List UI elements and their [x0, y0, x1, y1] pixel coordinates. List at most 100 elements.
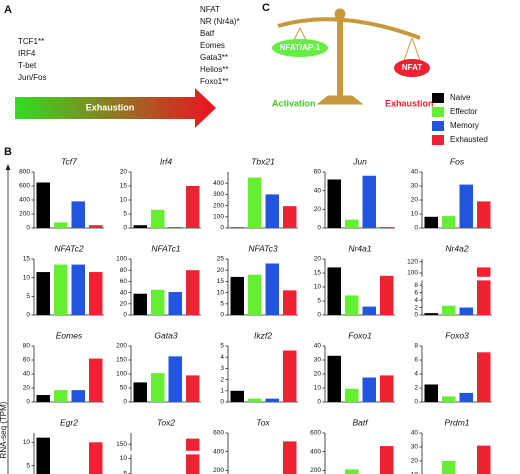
y-tick-label: 0 — [26, 399, 30, 406]
left-pan-label: NFAT/AP-1 — [280, 43, 321, 52]
chart-title: Batf — [352, 417, 369, 427]
y-tick-label: 150 — [116, 357, 127, 364]
y-tick-label: 2 — [414, 304, 418, 311]
chart-title: Egr2 — [60, 417, 78, 427]
y-tick-label: 0 — [123, 312, 127, 319]
bar — [362, 377, 376, 402]
right-pan-label: NFAT — [402, 63, 422, 72]
y-tick-label: 20 — [314, 206, 322, 213]
y-tick-label: 200 — [19, 211, 30, 218]
y-tick-label: 0 — [414, 312, 418, 319]
bar — [186, 438, 200, 474]
y-tick-label: 100 — [213, 214, 224, 221]
bar — [380, 227, 394, 228]
bar — [327, 355, 341, 402]
y-tick-label: 6 — [414, 357, 418, 364]
chart-title: Ikzf2 — [254, 330, 272, 340]
chart-title: Prdm1 — [444, 417, 469, 427]
bar — [186, 270, 200, 315]
y-tick-label: 30 — [411, 444, 419, 451]
legend-label: Exhausted — [450, 135, 488, 144]
y-tick-label: 400 — [213, 180, 224, 187]
bar — [345, 219, 359, 228]
y-tick-label: 4 — [414, 371, 418, 378]
legend-swatch — [432, 135, 444, 145]
bar — [186, 186, 200, 228]
y-tick-label: 40 — [411, 430, 419, 437]
y-tick-label: 100 — [116, 371, 127, 378]
y-tick-label: 50 — [120, 385, 128, 392]
bar — [36, 272, 50, 315]
gene-item: IRF4 — [18, 49, 36, 58]
bar — [248, 177, 262, 228]
y-tick-label: 20 — [217, 267, 225, 274]
y-tick-label: 80 — [120, 267, 128, 274]
gene-item: TCF1** — [18, 37, 44, 46]
gene-item: Gata3** — [200, 53, 228, 62]
y-tick-label: 1 — [220, 388, 224, 395]
y-tick-label: 10 — [314, 284, 322, 291]
bar — [283, 441, 297, 474]
bar — [265, 398, 279, 402]
bar — [380, 375, 394, 402]
y-tick-label: 400 — [19, 197, 30, 204]
bar — [442, 305, 456, 315]
y-tick-label: 5 — [26, 462, 30, 469]
bar — [477, 352, 491, 402]
bar — [424, 216, 438, 228]
chart-title: Nr4a1 — [348, 243, 371, 253]
y-tick-label: 40 — [120, 289, 128, 296]
y-tick-label: 10 — [23, 274, 31, 281]
y-tick-label: 0 — [220, 225, 224, 232]
legend-label: Memory — [450, 121, 479, 130]
gene-item: NR (Nr4a)* — [200, 17, 240, 26]
bar — [54, 390, 68, 402]
y-tick-label: 10 — [120, 197, 128, 204]
y-axis-label: RNA-seq (TPM) — [0, 401, 8, 458]
bar — [424, 313, 438, 315]
y-tick-label: 6 — [414, 289, 418, 296]
gene-item: Helios** — [200, 65, 228, 74]
chart-title: Jun — [352, 156, 367, 166]
bar — [89, 225, 103, 228]
bar — [327, 267, 341, 315]
y-tick-label: 0 — [317, 225, 321, 232]
bar — [71, 390, 85, 402]
bar — [380, 446, 394, 474]
bar — [248, 398, 262, 402]
bar — [133, 382, 147, 402]
y-tick-label: 20 — [314, 256, 322, 263]
bar — [424, 384, 438, 402]
y-tick-label: 30 — [314, 357, 322, 364]
bar — [168, 227, 182, 228]
y-tick-label: 40 — [314, 343, 322, 350]
chart-title: Fos — [450, 156, 465, 166]
y-tick-label: 20 — [411, 458, 419, 465]
bar — [151, 289, 165, 315]
bar — [71, 264, 85, 315]
panel-label: C — [262, 2, 270, 14]
chart-title: Irf4 — [160, 156, 173, 166]
y-tick-label: 20 — [23, 385, 31, 392]
y-tick-label: 10 — [411, 211, 419, 218]
y-tick-label: 150 — [116, 441, 127, 448]
panel-label: A — [4, 4, 12, 16]
gene-item: Foxo1** — [200, 77, 228, 86]
bar — [345, 295, 359, 315]
chart-title: Foxo1 — [348, 330, 372, 340]
chart-title: Tcf7 — [61, 156, 77, 166]
bar — [168, 356, 182, 402]
y-tick-label: 200 — [213, 467, 224, 474]
y-tick-label: 20 — [314, 371, 322, 378]
y-tick-label: 4 — [220, 354, 224, 361]
y-tick-label: 10 — [217, 289, 225, 296]
bar — [477, 201, 491, 228]
bar — [283, 206, 297, 228]
y-tick-label: 5 — [123, 211, 127, 218]
y-tick-label: 0 — [414, 399, 418, 406]
bar — [477, 445, 491, 474]
y-tick-label: 20 — [411, 197, 419, 204]
bar — [477, 267, 491, 315]
legend-swatch — [432, 121, 444, 131]
bar — [133, 225, 147, 228]
